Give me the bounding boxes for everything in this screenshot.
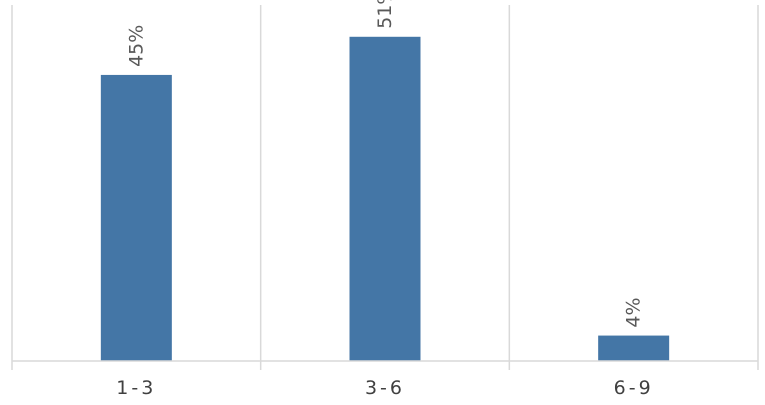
data-labels: 45% 51% 4% bbox=[125, 0, 644, 328]
data-label-6-9: 4% bbox=[623, 297, 645, 327]
bars bbox=[100, 36, 670, 362]
bar-1-3 bbox=[100, 74, 172, 361]
x-tick-label-3-6: 3-6 bbox=[365, 377, 405, 399]
x-axis: 1-3 3-6 6-9 bbox=[12, 360, 758, 399]
bar-3-6 bbox=[349, 36, 421, 362]
grid-lines bbox=[11, 5, 759, 370]
data-label-1-3: 45% bbox=[125, 25, 147, 67]
data-label-3-6: 51% bbox=[374, 0, 396, 29]
x-tick-label-6-9: 6-9 bbox=[614, 377, 654, 399]
x-tick-label-1-3: 1-3 bbox=[116, 377, 156, 399]
bar-6-9 bbox=[598, 335, 670, 361]
